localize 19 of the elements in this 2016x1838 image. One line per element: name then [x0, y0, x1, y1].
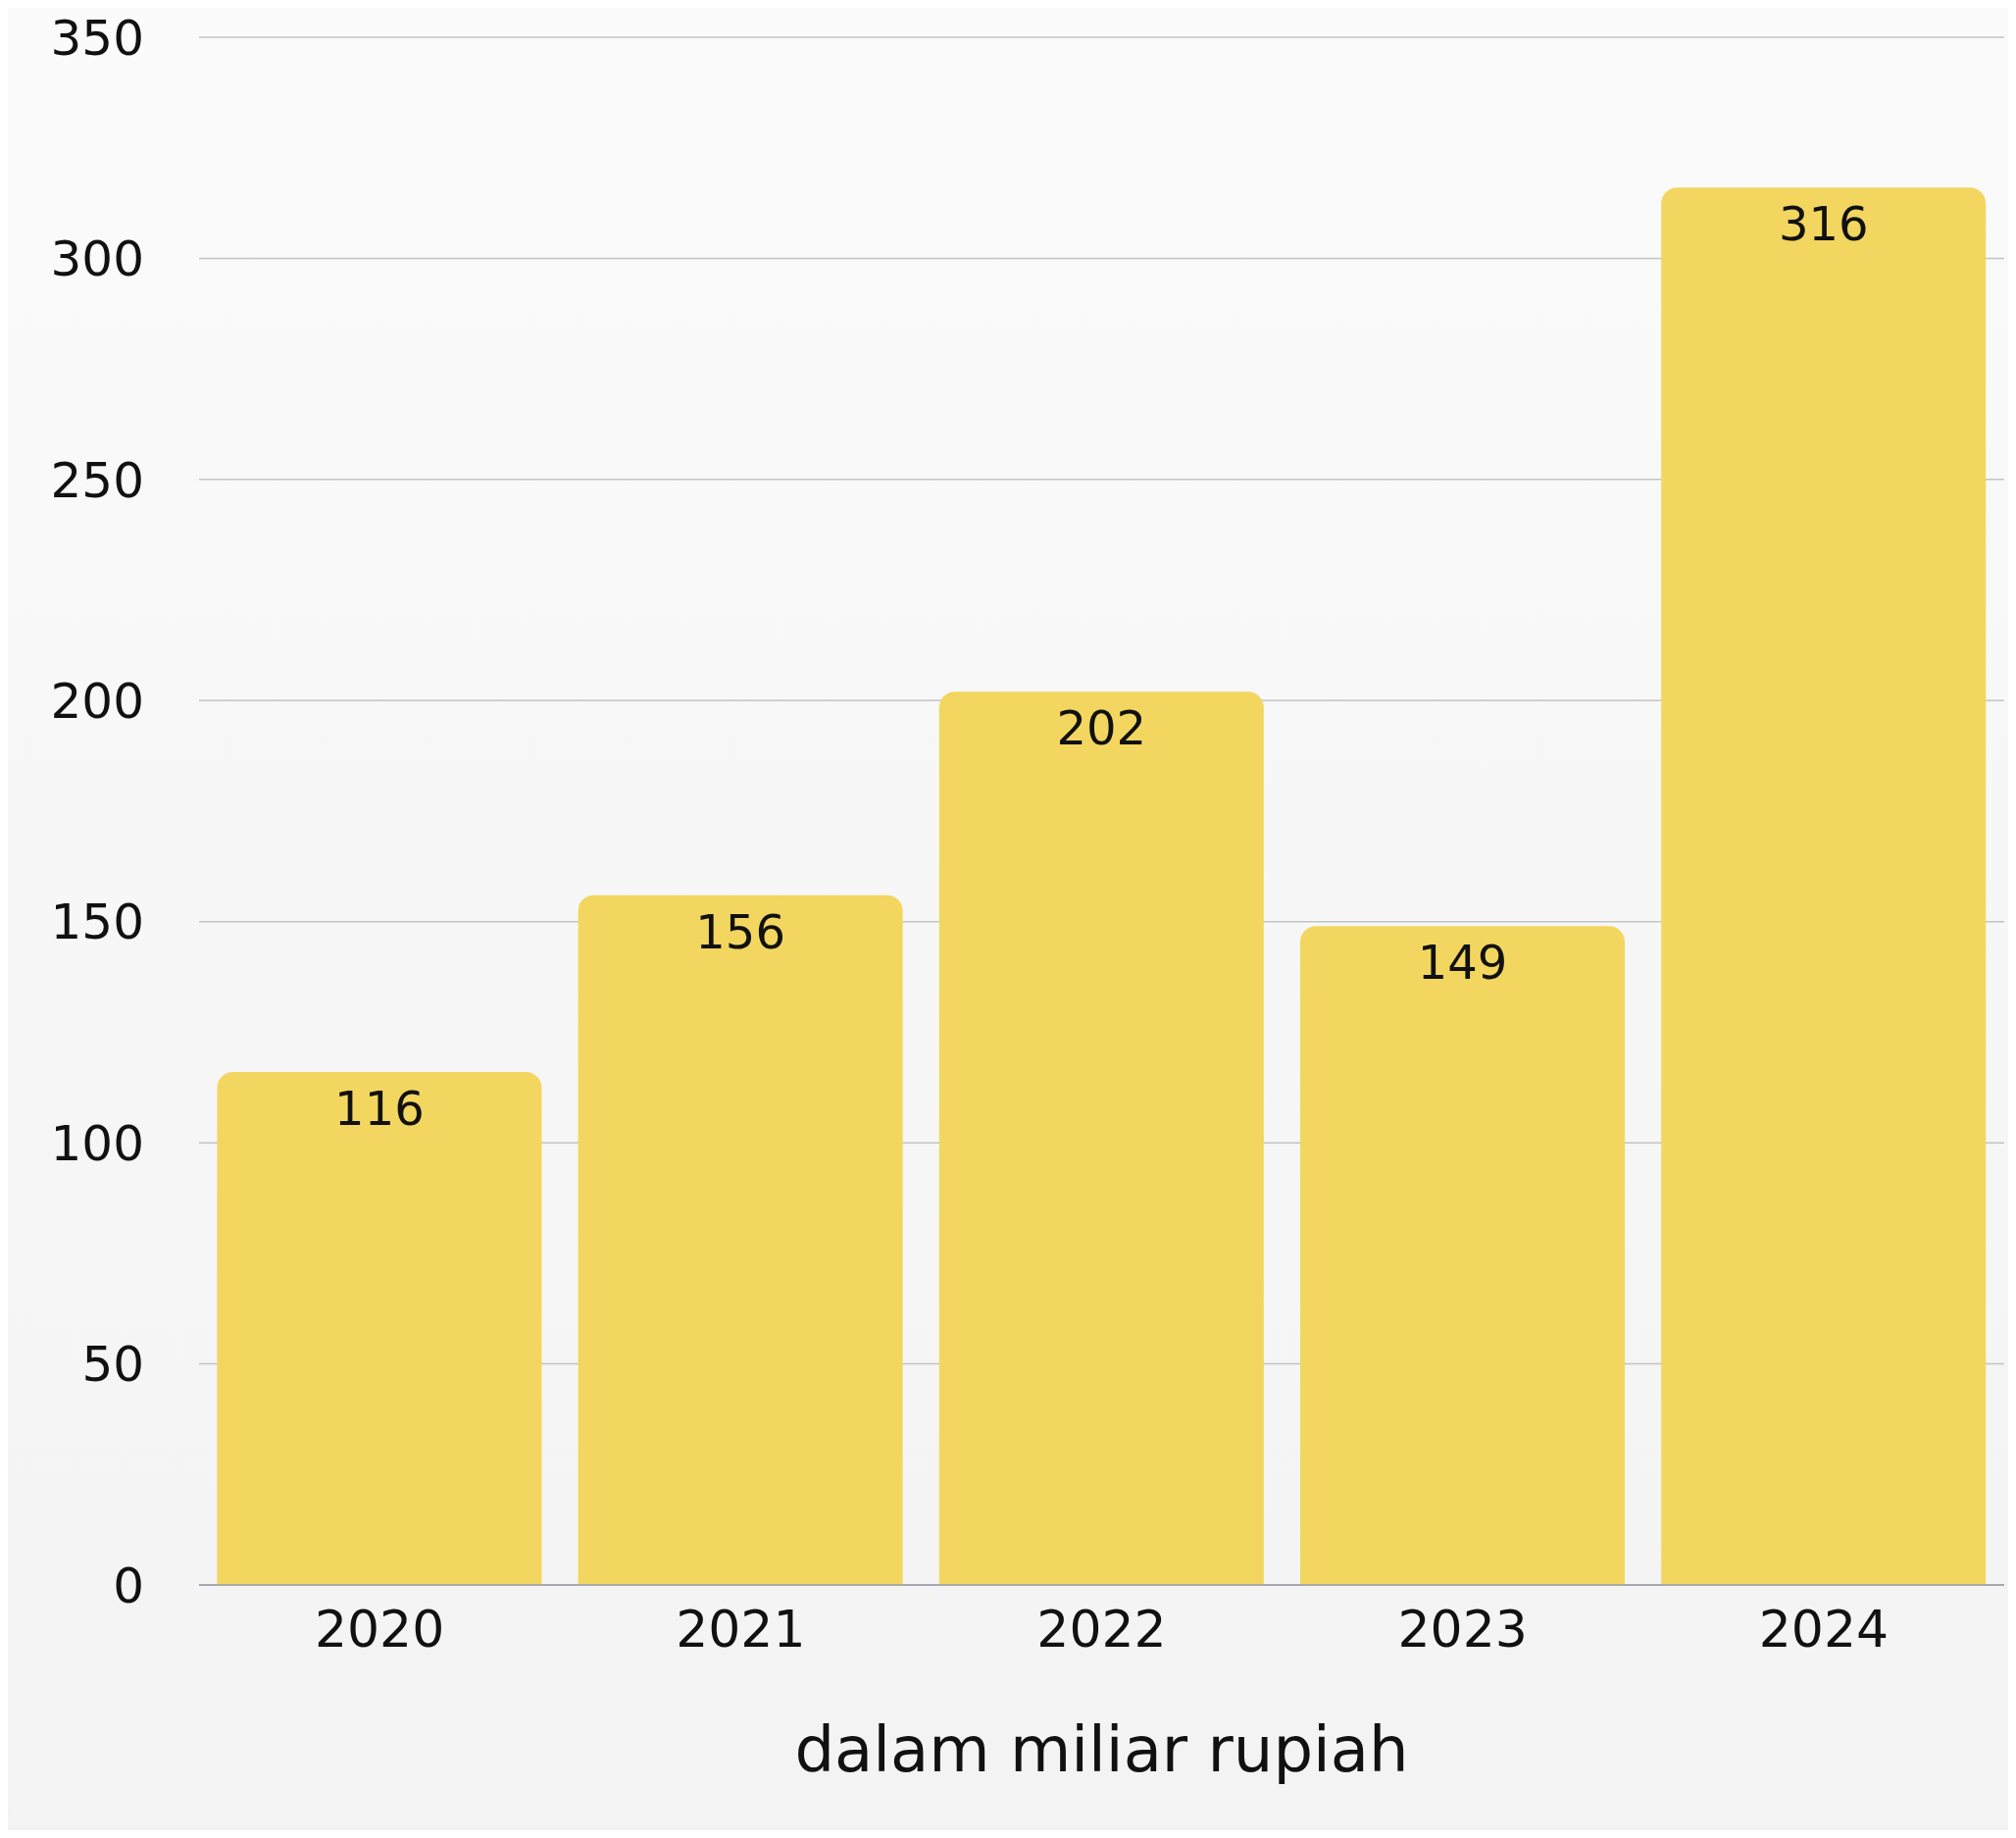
- y-tick-label: 150: [50, 893, 144, 951]
- y-tick-label: 300: [50, 230, 144, 288]
- y-tick-label: 350: [50, 9, 144, 67]
- x-tick-label: 2020: [314, 1599, 445, 1659]
- data-label: 116: [334, 1081, 425, 1137]
- x-tick-label: 2021: [676, 1599, 806, 1659]
- data-label: 156: [695, 903, 785, 959]
- x-tick-label: 2022: [1036, 1599, 1167, 1659]
- y-tick-label: 250: [50, 451, 144, 509]
- y-tick-label: 50: [81, 1336, 144, 1394]
- y-tick-label: 200: [50, 673, 144, 731]
- x-tick-label: 2024: [1758, 1599, 1890, 1659]
- y-tick-label: 0: [113, 1557, 144, 1614]
- x-axis-title: dalam miliar rupiah: [794, 1713, 1409, 1786]
- x-tick-label: 2023: [1397, 1599, 1528, 1659]
- data-label: 149: [1417, 935, 1508, 991]
- data-label: 316: [1778, 196, 1869, 252]
- y-tick-label: 100: [50, 1114, 144, 1172]
- data-label: 202: [1056, 700, 1147, 756]
